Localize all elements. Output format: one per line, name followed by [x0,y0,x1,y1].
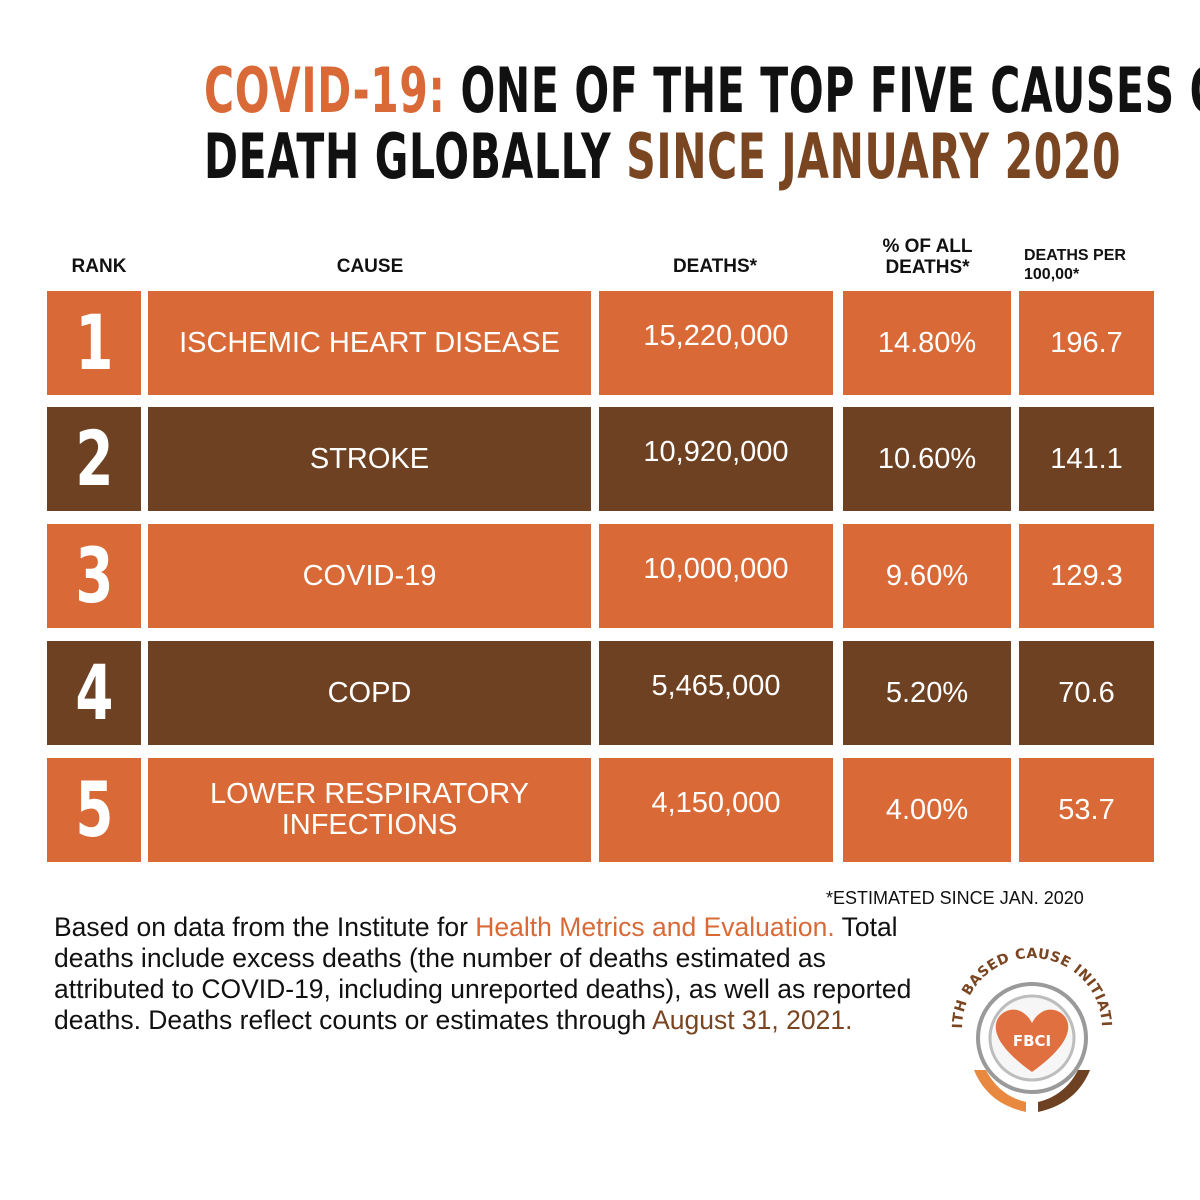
deaths-per-cell: 70.6 [1019,641,1154,745]
footnote: *ESTIMATED SINCE JAN. 2020 [826,888,1084,908]
rank-cell: 3 [47,524,141,628]
right-hand-icon [1038,1070,1090,1112]
cause-cell: LOWER RESPIRATORY INFECTIONS [148,758,591,862]
title-line-2: DEATH GLOBALLY SINCE JANUARY 2020 [203,120,1122,193]
percent-cell: 5.20% [843,641,1011,745]
source-note: Based on data from the Institute for Hea… [54,912,912,1035]
rank-cell: 4 [47,641,141,745]
deaths-cell: 4,150,000 [599,758,833,862]
fbci-logo: FAITH BASED CAUSE INITIATIVE FBCI [934,920,1114,1112]
deaths-cell: 15,220,000 [599,291,833,395]
deaths-cell: 10,920,000 [599,407,833,511]
left-hand-icon [974,1070,1026,1112]
rank-cell: 2 [47,407,141,511]
table-row: 2 STROKE 10,920,000 10.60% 141.1 [0,407,1200,511]
page-title: COVID-19: ONE OF THE TOP FIVE CAUSES OF … [203,54,1200,193]
percent-cell: 4.00% [843,758,1011,862]
table-row: 4 COPD 5,465,000 5.20% 70.6 [0,641,1200,745]
cause-cell: COPD [148,641,591,745]
deaths-cell: 5,465,000 [599,641,833,745]
header-deaths: DEATHS* [672,256,758,277]
heart-icon [995,1009,1069,1072]
percent-cell: 14.80% [843,291,1011,395]
header-deaths-per: DEATHS PER 100,00* [1024,247,1126,283]
title-line-1: COVID-19: ONE OF THE TOP FIVE CAUSES OF [203,54,1200,127]
source-date: August 31, 2021. [652,1005,853,1035]
rank-cell: 1 [47,291,141,395]
logo-abbrev: FBCI [1013,1032,1051,1050]
table-row: 3 COVID-19 10,000,000 9.60% 129.3 [0,524,1200,628]
cause-cell: COVID-19 [148,524,591,628]
deaths-cell: 10,000,000 [599,524,833,628]
header-rank: RANK [71,256,127,277]
cause-cell: ISCHEMIC HEART DISEASE [148,291,591,395]
header-cause: CAUSE [336,256,404,277]
source-link: Health Metrics and Evaluation. [475,912,835,942]
percent-cell: 10.60% [843,407,1011,511]
deaths-per-cell: 196.7 [1019,291,1154,395]
deaths-per-cell: 141.1 [1019,407,1154,511]
cause-cell: STROKE [148,407,591,511]
table-row: 5 LOWER RESPIRATORY INFECTIONS 4,150,000 4.… [0,758,1200,862]
deaths-per-cell: 53.7 [1019,758,1154,862]
percent-cell: 9.60% [843,524,1011,628]
rank-cell: 5 [47,758,141,862]
header-percent: % OF ALL DEATHS* [882,236,973,278]
table-row: 1 ISCHEMIC HEART DISEASE 15,220,000 14.80% 1… [0,291,1200,395]
deaths-per-cell: 129.3 [1019,524,1154,628]
